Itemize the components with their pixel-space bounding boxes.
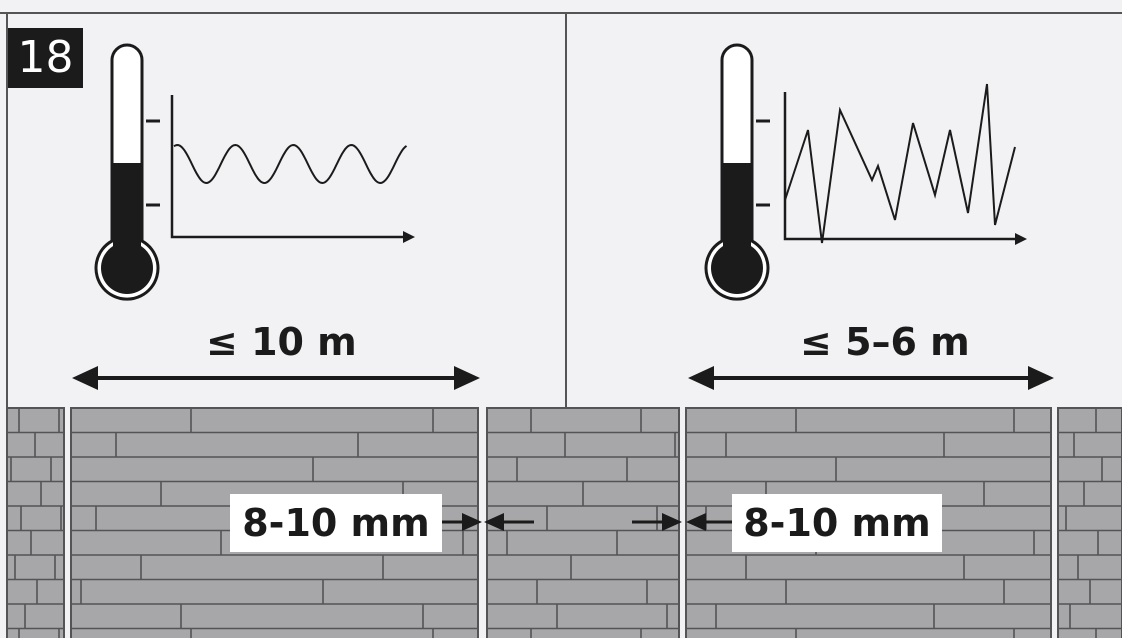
right-range-label: ≤ 5–6 m (800, 320, 970, 364)
left-gap-label: 8-10 mm (230, 494, 442, 552)
floor-section-left-edge (7, 408, 64, 638)
left-range-label: ≤ 10 m (206, 320, 357, 364)
step-number-badge: 18 (8, 28, 83, 88)
floor-section-right-edge (1058, 408, 1122, 638)
right-gap-label: 8-10 mm (732, 494, 942, 552)
